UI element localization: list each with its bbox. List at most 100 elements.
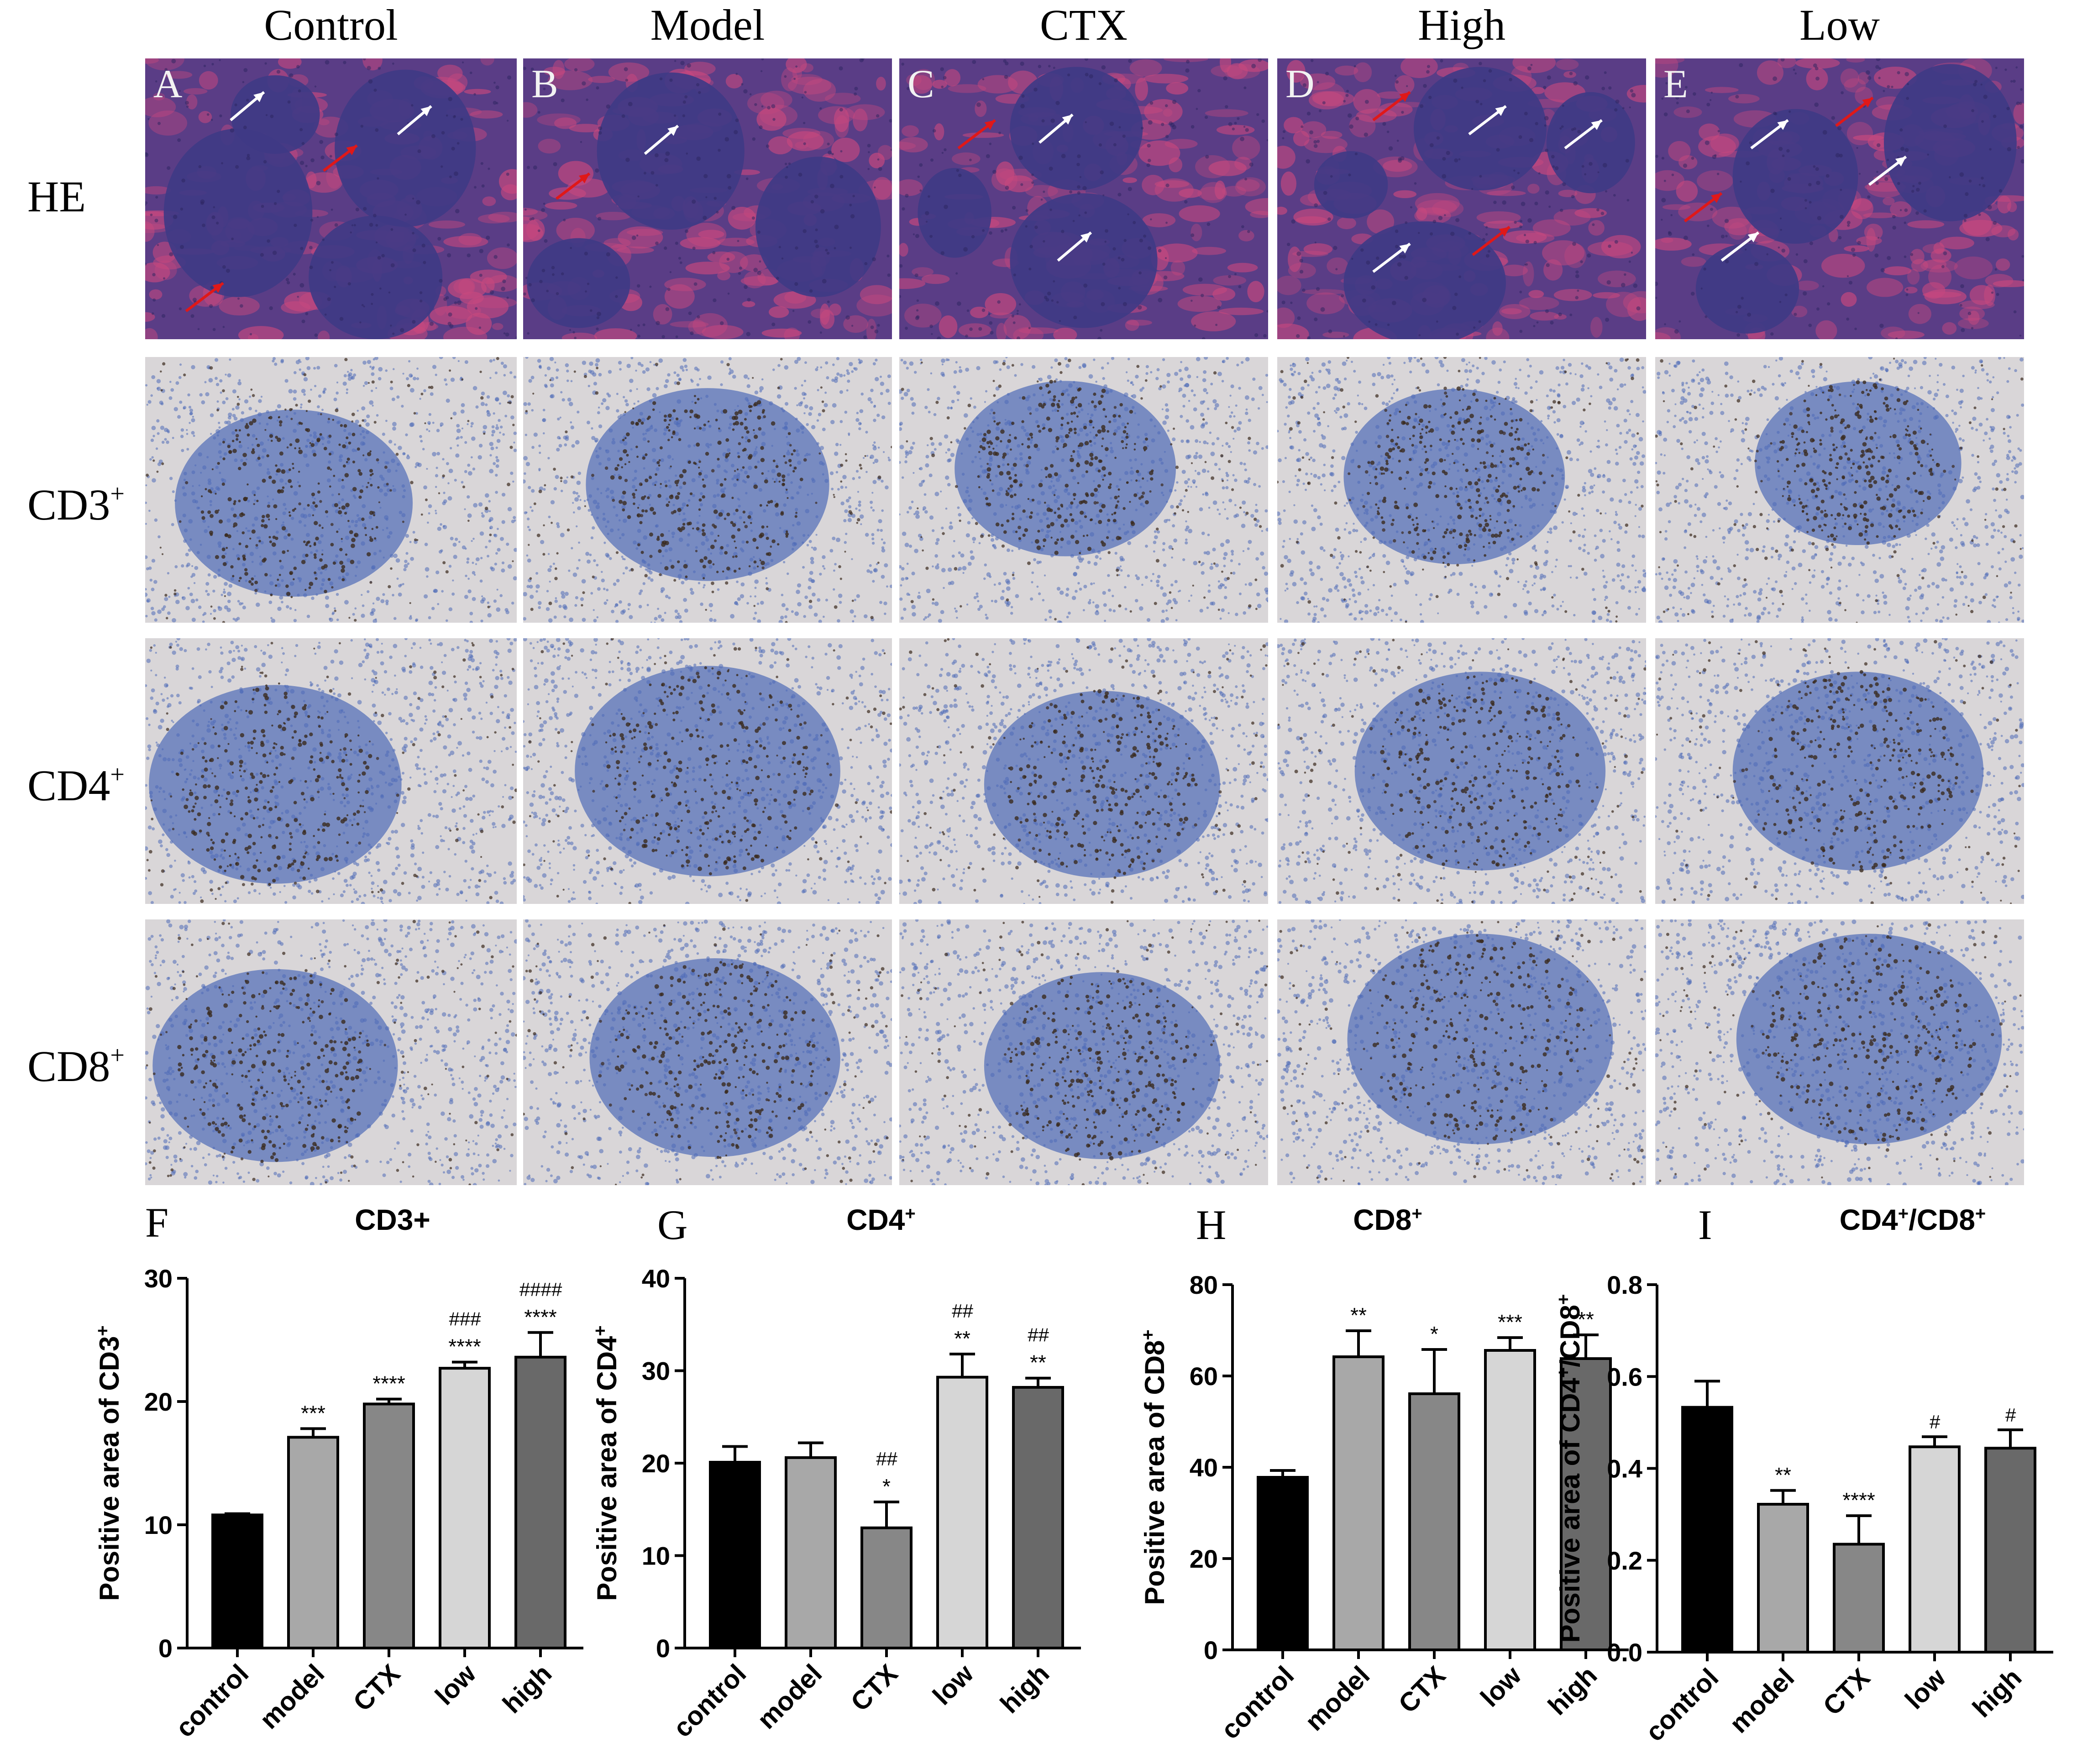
bar-CTX: [1834, 1544, 1883, 1652]
y-tick-label: 20: [1190, 1544, 1218, 1573]
micrograph-image: [523, 58, 892, 339]
micrograph-image: [145, 638, 517, 904]
bar-low: [440, 1368, 489, 1648]
row-header-he-label: HE: [27, 172, 86, 221]
bar-control: [1683, 1407, 1732, 1652]
panel-letter: C: [907, 61, 934, 107]
micrograph-tile: [1277, 638, 1646, 904]
row-header-cd3: CD3+: [0, 479, 142, 530]
error-bar: [1025, 1378, 1051, 1387]
x-tick-label: CTX: [845, 1659, 903, 1717]
error-bar: [1694, 1381, 1720, 1407]
significance-stars: **: [954, 1327, 970, 1350]
error-bar: [798, 1443, 823, 1457]
micrograph-tile: [145, 357, 517, 623]
bar-model: [786, 1458, 835, 1648]
x-tick-label: control: [1215, 1660, 1300, 1745]
micrograph-image: [145, 58, 517, 339]
row-header-cd8-sup: +: [110, 1041, 125, 1070]
error-bar: [1497, 1338, 1523, 1350]
y-tick-label: 0.8: [1607, 1270, 1642, 1299]
significance-hashes: ##: [876, 1448, 897, 1470]
micrograph-image: [899, 357, 1268, 623]
significance-stars: ****: [1842, 1488, 1875, 1512]
y-tick-label: 20: [144, 1387, 173, 1416]
micrograph-image: [899, 638, 1268, 904]
y-tick-label: 0: [1204, 1636, 1218, 1664]
significance-stars: ****: [372, 1372, 405, 1396]
micrograph-image: [1655, 58, 2024, 339]
y-tick-label: 30: [144, 1264, 173, 1293]
y-tick-label: 0.0: [1607, 1638, 1642, 1667]
micrograph-tile: [523, 638, 892, 904]
column-header-control: Control: [145, 0, 517, 50]
y-tick-label: 80: [1190, 1270, 1218, 1299]
significance-stars: *: [1430, 1322, 1438, 1346]
y-tick-label: 0.2: [1607, 1546, 1642, 1575]
micrograph-tile: E: [1655, 58, 2024, 339]
micrograph-tile: [1277, 919, 1646, 1185]
significance-stars: ****: [524, 1305, 557, 1329]
micrograph-image: [523, 638, 892, 904]
significance-stars: ****: [448, 1335, 481, 1359]
row-header-cd4: CD4+: [0, 760, 142, 811]
y-axis-label: Positive area of CD4+/CD8+: [1553, 1294, 1585, 1643]
significance-stars: **: [1775, 1463, 1791, 1487]
bar-CTX: [862, 1528, 911, 1648]
micrograph-image: [1655, 919, 2024, 1185]
bar-control: [1258, 1477, 1307, 1650]
error-bar: [1998, 1430, 2023, 1448]
bar-model: [1758, 1504, 1808, 1652]
panel-letter: B: [531, 61, 558, 107]
y-tick-label: 60: [1190, 1362, 1218, 1391]
micrograph-tile: [1655, 638, 2024, 904]
x-tick-label: high: [497, 1659, 558, 1719]
x-tick-label: low: [1899, 1663, 1952, 1715]
micrograph-tile: [899, 357, 1268, 623]
micrograph-tile: [899, 919, 1268, 1185]
bar-high: [516, 1357, 565, 1648]
y-tick-label: 30: [642, 1357, 670, 1386]
row-header-cd8-label: CD8: [27, 1042, 110, 1091]
significance-hashes: ##: [952, 1300, 973, 1322]
micrograph-image: [1277, 638, 1646, 904]
micrograph-image: [145, 919, 517, 1185]
x-tick-label: CTX: [1817, 1663, 1876, 1721]
error-bar: [528, 1333, 553, 1357]
row-header-he: HE: [0, 171, 142, 222]
y-tick-label: 40: [642, 1264, 670, 1293]
panel-letter: D: [1285, 61, 1315, 107]
y-axis-label: Positive area of CD3+: [93, 1325, 125, 1601]
row-header-cd3-label: CD3: [27, 480, 110, 529]
panel-letter: E: [1663, 61, 1688, 107]
significance-hashes: ##: [1028, 1324, 1049, 1346]
bar-control: [213, 1515, 262, 1648]
y-tick-label: 10: [642, 1542, 670, 1570]
error-bar: [1770, 1491, 1796, 1504]
x-tick-label: control: [667, 1659, 752, 1743]
bar-low: [1485, 1350, 1535, 1650]
bar-high: [1986, 1448, 2035, 1652]
micrograph-image: [899, 919, 1268, 1185]
micrograph-tile: [145, 638, 517, 904]
micrograph-tile: A: [145, 58, 517, 339]
significance-stars: *: [882, 1475, 891, 1498]
micrograph-image: [1277, 357, 1646, 623]
error-bar: [1922, 1437, 1947, 1447]
significance-stars: ***: [301, 1401, 325, 1425]
error-bar: [874, 1502, 899, 1528]
column-header-high: High: [1277, 0, 1646, 50]
x-tick-label: model: [1724, 1663, 1800, 1739]
micrograph-tile: [145, 919, 517, 1185]
significance-stars: **: [1350, 1303, 1367, 1327]
y-tick-label: 10: [144, 1511, 173, 1539]
y-axis-label: Positive area of CD8+: [1138, 1329, 1170, 1605]
bar-model: [1334, 1357, 1383, 1650]
bar-high: [1013, 1387, 1063, 1648]
significance-stars: **: [1030, 1351, 1046, 1375]
significance-hashes: ####: [519, 1279, 562, 1300]
row-header-cd4-label: CD4: [27, 761, 110, 810]
x-tick-label: control: [1640, 1663, 1724, 1747]
